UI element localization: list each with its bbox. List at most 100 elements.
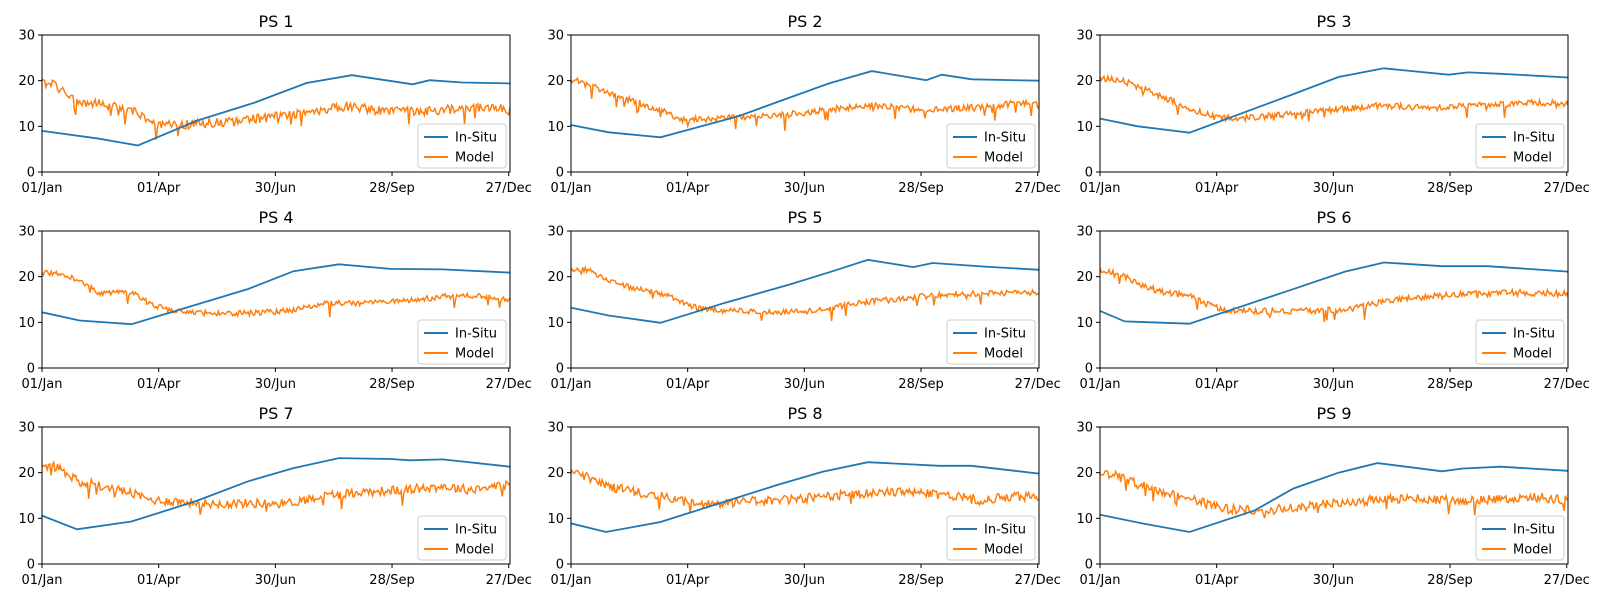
x-tick-label: 30/Jun	[1313, 573, 1354, 588]
y-tick-label: 0	[1085, 166, 1093, 181]
legend: In-Situ Model	[946, 319, 1036, 365]
chart-panel-8: PS 8 0 10 20 30 01/Jan 01/Apr 30/Jun 28/Sep 27/De…	[547, 404, 1060, 588]
in-situ-series-line	[571, 70, 1039, 139]
x-tick-label: 01/Apr	[666, 181, 710, 196]
y-tick-label: 10	[18, 512, 35, 527]
in-situ-series-line	[1100, 67, 1568, 134]
x-tick-label: 27/Dec	[486, 377, 532, 392]
chart-title: PS 4	[258, 208, 293, 227]
in-situ-series-line	[42, 263, 510, 326]
y-tick-label: 30	[1076, 421, 1093, 436]
y-tick-label: 0	[556, 558, 564, 573]
model-series-line	[1100, 267, 1568, 323]
x-tick-label: 01/Jan	[1080, 573, 1121, 588]
y-tick-label: 10	[547, 120, 564, 135]
legend-label-model: Model	[984, 151, 1023, 166]
plot-frame	[1099, 230, 1569, 369]
x-tick-label: 28/Sep	[1427, 377, 1472, 392]
chart-panel-6: PS 6 0 10 20 30 01/Jan 01/Apr 30/Jun 28/Sep 27/De…	[1076, 208, 1589, 392]
legend-label-in-situ: In-Situ	[984, 523, 1026, 538]
x-tick-label: 28/Sep	[898, 573, 943, 588]
x-tick-label: 01/Apr	[666, 573, 710, 588]
y-tick-label: 20	[1076, 466, 1093, 481]
legend-label-in-situ: In-Situ	[1513, 523, 1555, 538]
legend-label-in-situ: In-Situ	[455, 327, 497, 342]
y-tick-label: 0	[556, 362, 564, 377]
x-tick-label: 30/Jun	[255, 573, 296, 588]
x-tick-label: 01/Apr	[137, 377, 181, 392]
x-tick-label: 01/Jan	[1080, 181, 1121, 196]
x-tick-label: 28/Sep	[1427, 573, 1472, 588]
y-tick-label: 20	[18, 270, 35, 285]
y-tick-label: 20	[1076, 270, 1093, 285]
x-tick-label: 01/Apr	[666, 377, 710, 392]
legend-label-model: Model	[455, 347, 494, 362]
x-tick-label: 01/Jan	[22, 181, 63, 196]
x-tick-label: 01/Apr	[1195, 181, 1239, 196]
plot-frame	[1099, 426, 1569, 565]
x-tick-label: 28/Sep	[369, 377, 414, 392]
legend-label-model: Model	[984, 543, 1023, 558]
in-situ-series-line	[42, 457, 510, 531]
chart-panel-2: PS 2 0 10 20 30 01/Jan 01/Apr 30/Jun 28/Sep 27/De…	[547, 12, 1060, 196]
in-situ-series-line	[571, 258, 1039, 324]
y-tick-label: 0	[556, 166, 564, 181]
model-series-line	[571, 76, 1039, 131]
legend: In-Situ Model	[417, 515, 507, 561]
chart-panel-3: PS 3 0 10 20 30 01/Jan 01/Apr 30/Jun 28/Sep 27/De…	[1076, 12, 1589, 196]
in-situ-series-line	[571, 461, 1039, 533]
y-tick-label: 30	[18, 225, 35, 240]
y-tick-label: 30	[547, 29, 564, 44]
x-tick-label: 01/Jan	[1080, 377, 1121, 392]
model-series-line	[571, 264, 1039, 321]
in-situ-series-line	[42, 74, 510, 147]
legend-label-in-situ: In-Situ	[1513, 327, 1555, 342]
plot-frame	[570, 426, 1040, 565]
x-tick-label: 30/Jun	[784, 573, 825, 588]
y-tick-label: 20	[547, 74, 564, 89]
y-tick-label: 10	[547, 316, 564, 331]
legend-label-model: Model	[1513, 543, 1552, 558]
y-tick-label: 10	[18, 120, 35, 135]
chart-title: PS 2	[787, 12, 822, 31]
y-tick-label: 0	[1085, 362, 1093, 377]
x-tick-label: 27/Dec	[1015, 573, 1061, 588]
x-tick-label: 27/Dec	[1015, 377, 1061, 392]
y-tick-label: 30	[18, 421, 35, 436]
y-tick-label: 10	[1076, 512, 1093, 527]
x-tick-label: 01/Apr	[137, 181, 181, 196]
legend-label-model: Model	[455, 151, 494, 166]
y-tick-label: 20	[547, 270, 564, 285]
x-tick-label: 27/Dec	[486, 181, 532, 196]
model-series-line	[42, 268, 510, 319]
model-series-line	[42, 78, 510, 140]
y-tick-label: 20	[1076, 74, 1093, 89]
y-tick-label: 30	[1076, 225, 1093, 240]
x-tick-label: 01/Jan	[22, 573, 63, 588]
x-tick-label: 01/Jan	[22, 377, 63, 392]
model-series-line	[571, 469, 1039, 514]
chart-panel-5: PS 5 0 10 20 30 01/Jan 01/Apr 30/Jun 28/Sep 27/De…	[547, 208, 1060, 392]
model-series-line	[42, 460, 510, 515]
x-tick-label: 28/Sep	[369, 181, 414, 196]
x-tick-label: 28/Sep	[369, 573, 414, 588]
y-tick-label: 10	[547, 512, 564, 527]
legend-label-in-situ: In-Situ	[455, 523, 497, 538]
legend: In-Situ Model	[417, 123, 507, 169]
chart-panel-7: PS 7 0 10 20 30 01/Jan 01/Apr 30/Jun 28/Sep 27/De…	[18, 404, 531, 588]
x-tick-label: 30/Jun	[1313, 377, 1354, 392]
chart-panel-9: PS 9 0 10 20 30 01/Jan 01/Apr 30/Jun 28/Sep 27/De…	[1076, 404, 1589, 588]
y-tick-label: 0	[1085, 558, 1093, 573]
y-tick-label: 0	[27, 558, 35, 573]
x-tick-label: 27/Dec	[1015, 181, 1061, 196]
chart-title: PS 8	[787, 404, 822, 423]
chart-panel-4: PS 4 0 10 20 30 01/Jan 01/Apr 30/Jun 28/Sep 27/De…	[18, 208, 531, 392]
chart-panel-1: PS 1 0 10 20 30 01/Jan 01/Apr 30/Jun 28/Sep 27/De…	[18, 12, 531, 196]
y-tick-label: 10	[1076, 120, 1093, 135]
legend: In-Situ Model	[1475, 123, 1565, 169]
legend-label-in-situ: In-Situ	[1513, 131, 1555, 146]
y-tick-label: 30	[547, 421, 564, 436]
x-tick-label: 30/Jun	[784, 377, 825, 392]
y-tick-label: 30	[547, 225, 564, 240]
